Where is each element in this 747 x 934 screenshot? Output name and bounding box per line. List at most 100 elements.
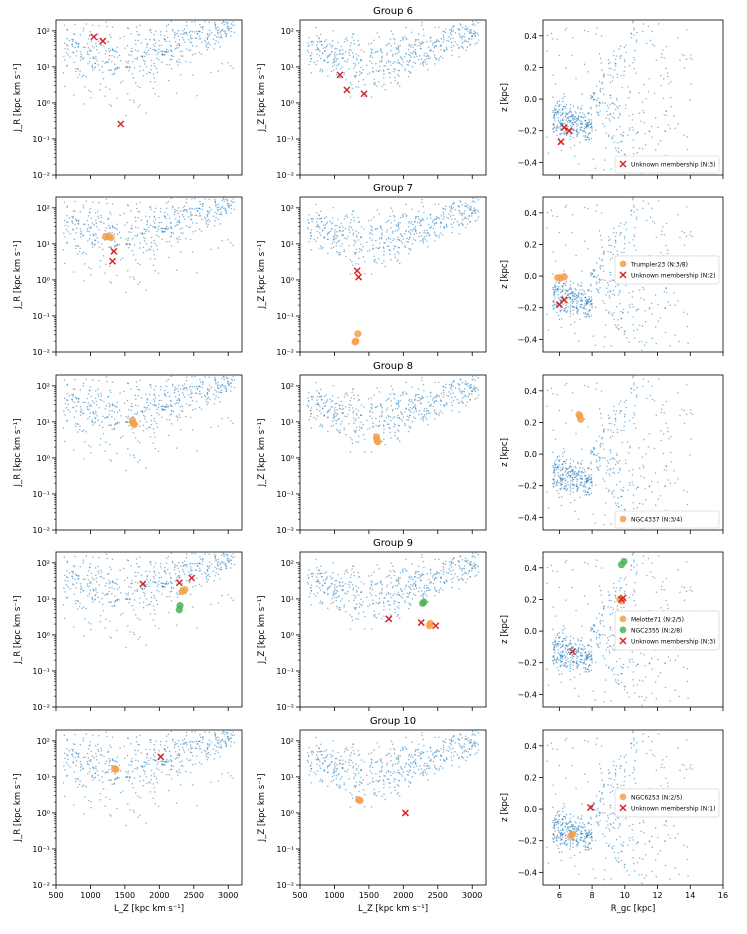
background-point: [72, 33, 75, 35]
background-point: [310, 426, 313, 429]
background-point: [148, 408, 150, 410]
background-point: [385, 61, 388, 64]
background-point: [418, 58, 420, 61]
background-point: [368, 220, 370, 222]
background-point: [645, 453, 647, 455]
background-point: [609, 238, 611, 241]
background-point: [161, 409, 164, 411]
background-point: [107, 61, 109, 64]
background-point: [116, 46, 119, 49]
background-point: [142, 74, 145, 77]
background-point: [613, 458, 616, 461]
background-point: [110, 246, 112, 248]
background-point: [566, 121, 569, 123]
background-point: [577, 107, 580, 110]
background-point: [316, 225, 319, 228]
background-point: [167, 378, 170, 381]
background-point: [598, 230, 601, 232]
background-point: [310, 396, 313, 398]
background-point: [315, 240, 317, 242]
background-point: [579, 288, 581, 291]
background-point: [190, 41, 193, 44]
background-point: [338, 404, 341, 407]
background-point: [609, 96, 612, 99]
background-point: [634, 72, 637, 75]
background-point: [230, 35, 232, 37]
background-point: [624, 235, 626, 238]
background-point: [426, 240, 428, 242]
background-point: [198, 385, 201, 388]
background-point: [77, 222, 80, 225]
background-point: [585, 493, 588, 496]
background-point: [472, 200, 475, 202]
background-point: [633, 389, 635, 391]
background-point: [214, 21, 216, 24]
y-tick-label: 10⁰: [37, 276, 50, 285]
background-point: [191, 30, 194, 33]
background-point: [612, 76, 615, 79]
background-point: [395, 47, 398, 49]
background-point: [569, 293, 572, 295]
background-point: [645, 397, 648, 400]
background-point: [465, 404, 467, 407]
background-point: [154, 242, 156, 244]
y-tick-label: 10⁻¹: [32, 135, 50, 144]
background-point: [230, 378, 232, 380]
background-point: [225, 21, 227, 24]
background-point: [158, 414, 160, 416]
background-point: [97, 210, 99, 213]
background-point: [344, 405, 347, 408]
background-point: [616, 253, 619, 256]
background-point: [613, 496, 615, 498]
background-point: [98, 201, 100, 204]
background-point: [161, 405, 164, 407]
background-point: [232, 67, 234, 70]
background-point: [175, 60, 178, 62]
background-point: [663, 234, 665, 236]
background-point: [573, 305, 575, 308]
background-point: [390, 45, 392, 47]
background-point: [85, 200, 88, 202]
background-point: [381, 52, 383, 54]
background-point: [599, 90, 602, 93]
background-point: [174, 217, 177, 220]
background-point: [81, 413, 84, 415]
background-point: [404, 36, 406, 38]
axes-frame: [55, 19, 243, 176]
background-point: [386, 68, 389, 71]
background-point: [471, 379, 473, 381]
background-point: [395, 402, 398, 404]
background-point: [587, 489, 590, 491]
background-point: [555, 303, 558, 305]
background-point: [401, 420, 404, 422]
background-point: [326, 56, 329, 59]
background-point: [325, 400, 328, 403]
background-point: [430, 48, 432, 51]
background-point: [74, 378, 76, 381]
background-point: [175, 269, 178, 271]
background-point: [597, 274, 599, 277]
markers: [351, 267, 363, 346]
background-point: [146, 249, 148, 252]
background-point: [207, 396, 210, 399]
background-point: [461, 381, 464, 384]
background-point: [454, 41, 456, 43]
background-point: [204, 396, 207, 398]
background-point: [354, 76, 357, 79]
background-point: [221, 22, 223, 24]
background-point: [579, 126, 581, 129]
background-point: [142, 236, 145, 239]
background-point: [329, 53, 332, 56]
background-point: [199, 203, 202, 205]
background-point: [553, 284, 556, 286]
background-point: [143, 406, 145, 408]
background-point: [426, 40, 428, 43]
background-point: [131, 427, 134, 430]
background-point: [569, 103, 572, 106]
background-point: [168, 217, 171, 220]
unknown-member-cross: [99, 37, 107, 45]
background-point: [404, 69, 407, 72]
background-point: [100, 399, 103, 402]
background-point: [363, 228, 365, 230]
background-point: [403, 411, 406, 413]
